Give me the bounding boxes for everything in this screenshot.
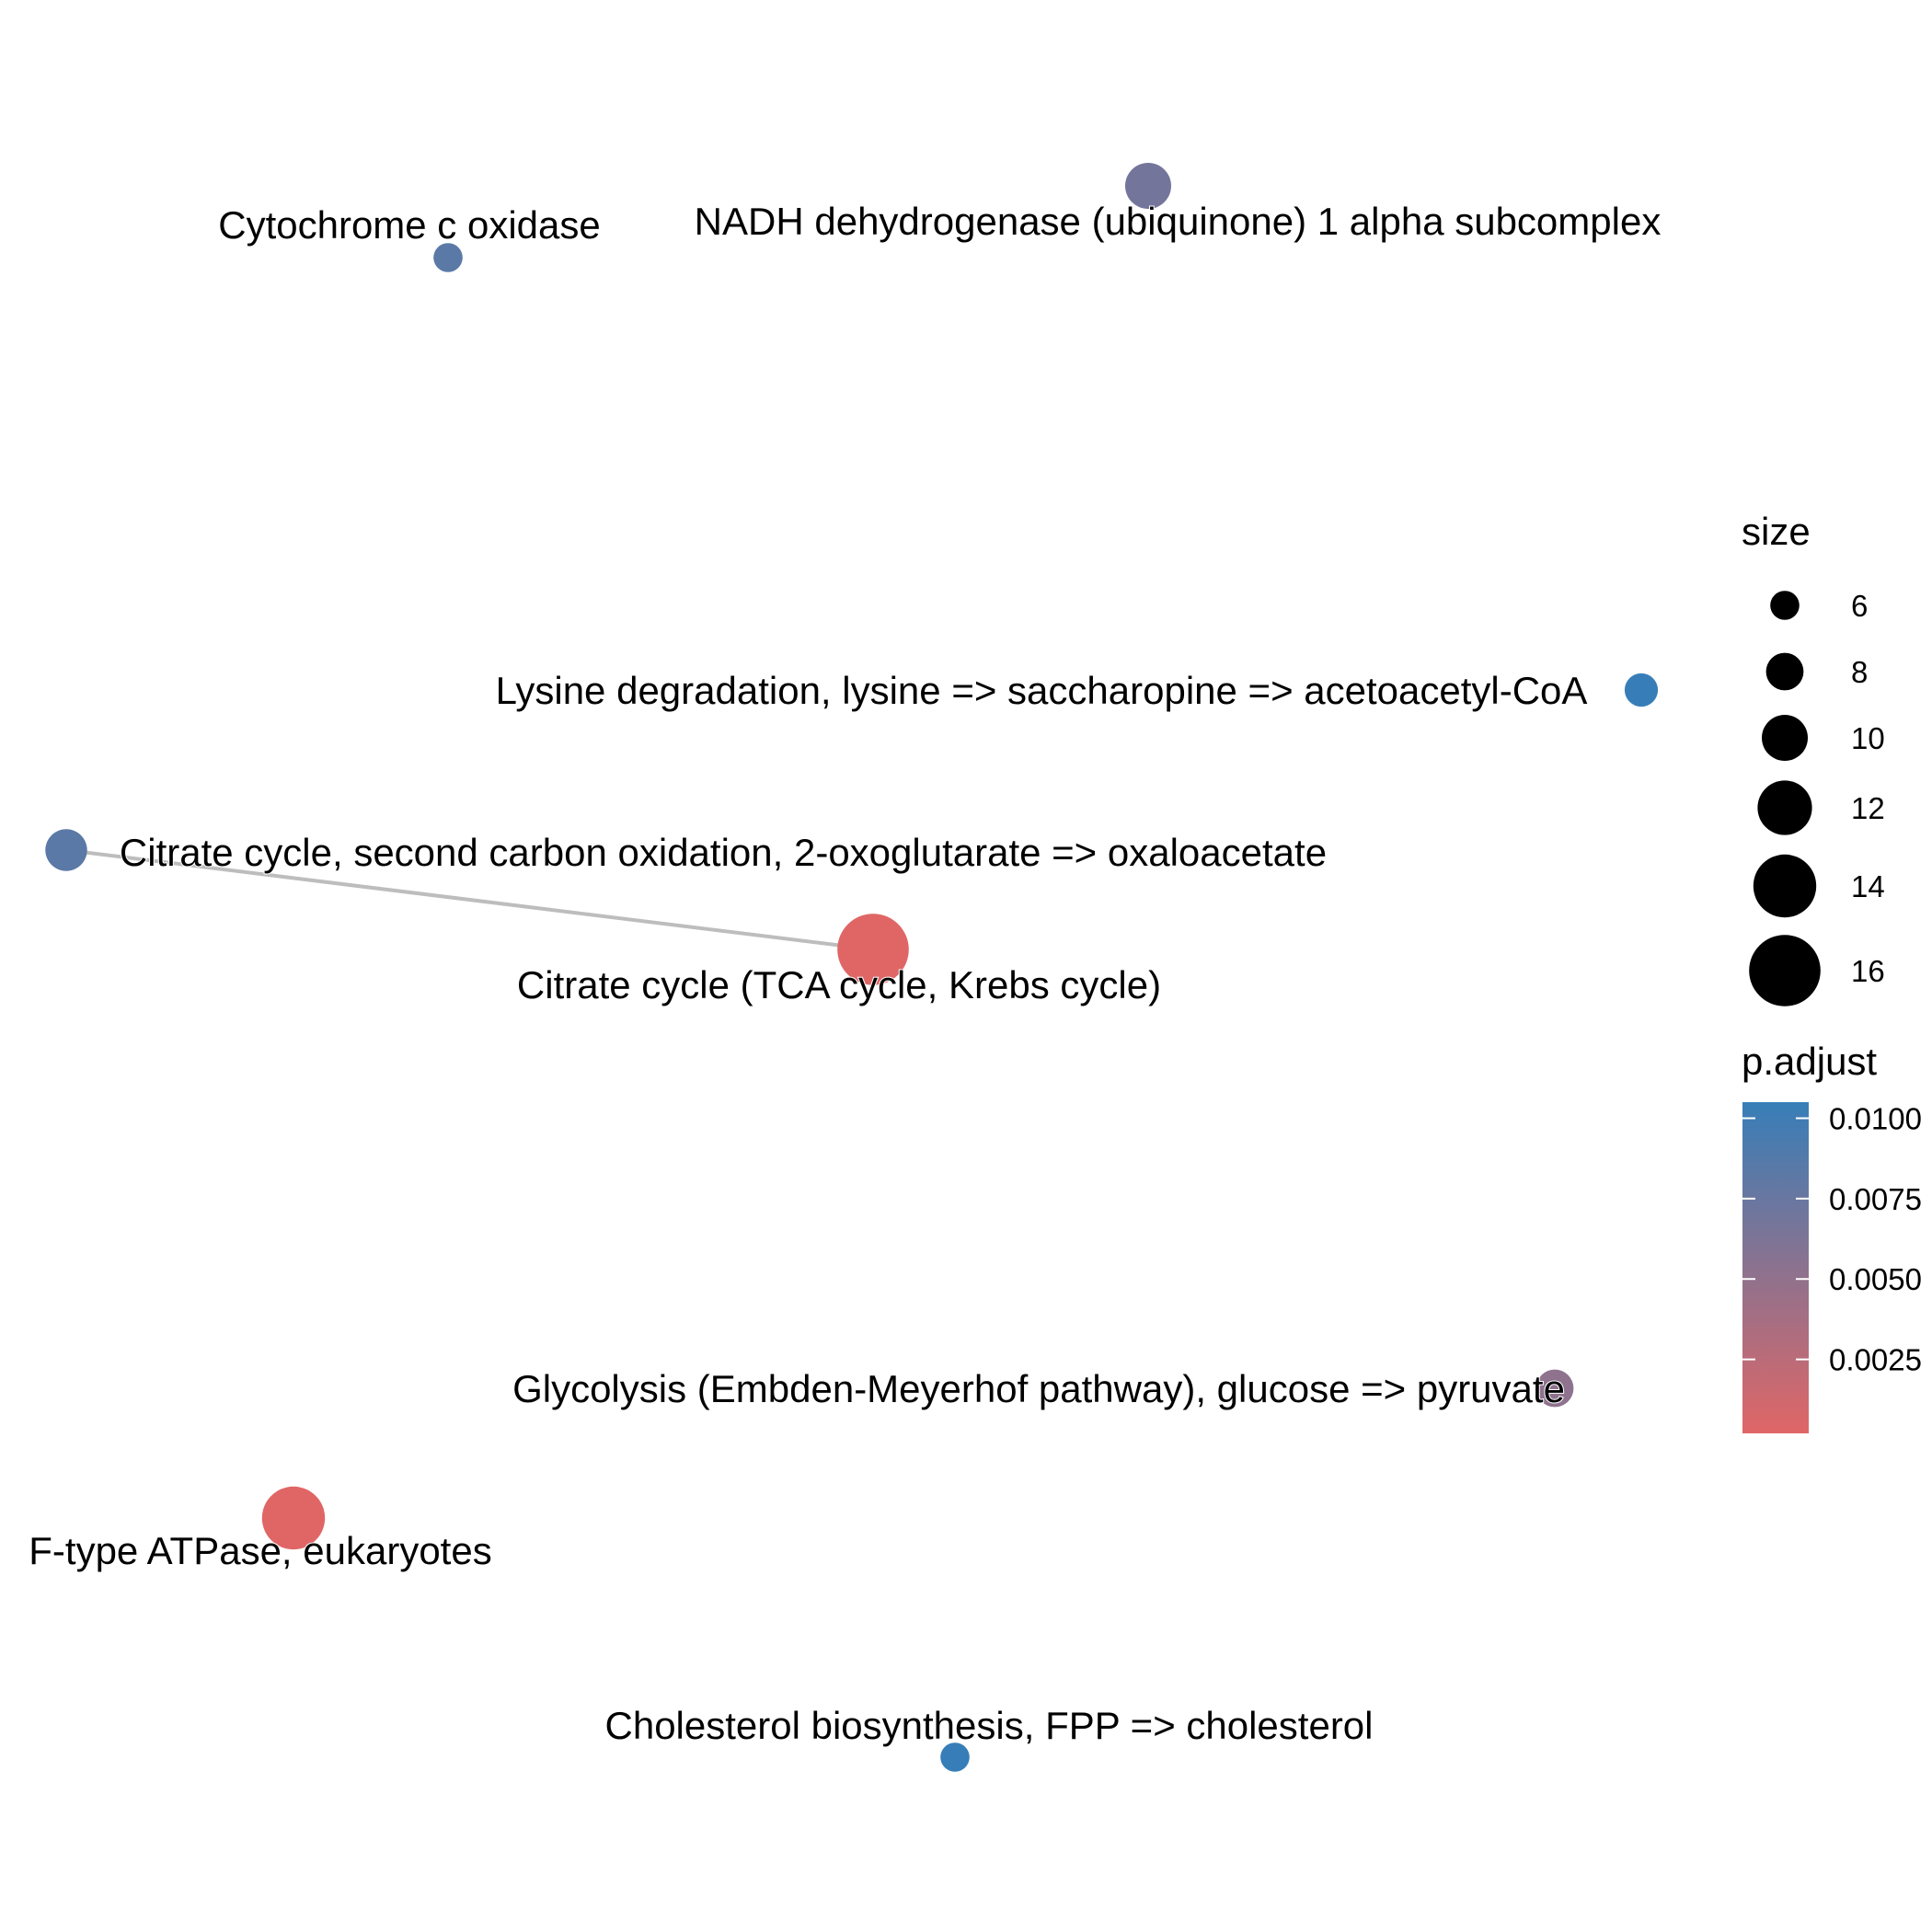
node-label-lys: Lysine degradation, lysine => saccharopi… (496, 669, 1588, 712)
color-legend-label-0: 0.0100 (1829, 1101, 1922, 1135)
node-lys (1625, 673, 1658, 707)
size-legend-dot-12 (1757, 780, 1811, 834)
node-label-gly: Glycolysis (Embden-Meyerhof pathway), gl… (512, 1367, 1565, 1410)
node-cit2 (45, 829, 86, 870)
size-legend-dot-16 (1749, 935, 1821, 1006)
size-legend-dot-10 (1762, 715, 1808, 761)
color-legend-label-2: 0.0050 (1829, 1262, 1922, 1296)
node-label-nadh: NADH dehydrogenase (ubiquinone) 1 alpha … (695, 200, 1662, 243)
color-legend-label-3: 0.0025 (1829, 1343, 1922, 1377)
node-label-cit2: Citrate cycle, second carbon oxidation, … (120, 831, 1327, 874)
size-legend-label-14: 14 (1851, 869, 1885, 903)
node-cox (433, 243, 463, 272)
node-label-atp: F-type ATPase, eukaryotes (29, 1529, 491, 1572)
size-legend-label-10: 10 (1851, 721, 1885, 755)
size-legend-items: 6 8 10 12 14 16 (1749, 589, 1885, 1006)
legend: size 6 8 10 12 14 16 p.adjust 0.0100 0.0075 0.0… (1742, 510, 1922, 1433)
size-legend-title: size (1742, 510, 1811, 553)
color-legend-bar (1742, 1102, 1809, 1433)
size-legend-label-12: 12 (1851, 791, 1885, 825)
size-legend-label-6: 6 (1851, 589, 1868, 623)
node-label-chol: Cholesterol biosynthesis, FPP => cholest… (605, 1704, 1374, 1747)
color-legend-title: p.adjust (1742, 1040, 1877, 1083)
size-legend-dot-6 (1770, 591, 1800, 620)
size-legend-dot-8 (1766, 653, 1804, 691)
node-label-tca: Citrate cycle (TCA cycle, Krebs cycle) (517, 963, 1161, 1006)
size-legend-dot-14 (1754, 855, 1816, 917)
size-legend-label-8: 8 (1851, 655, 1868, 689)
node-label-cox: Cytochrome c oxidase (218, 203, 601, 247)
color-legend-label-1: 0.0075 (1829, 1182, 1922, 1216)
size-legend-label-16: 16 (1851, 954, 1885, 988)
